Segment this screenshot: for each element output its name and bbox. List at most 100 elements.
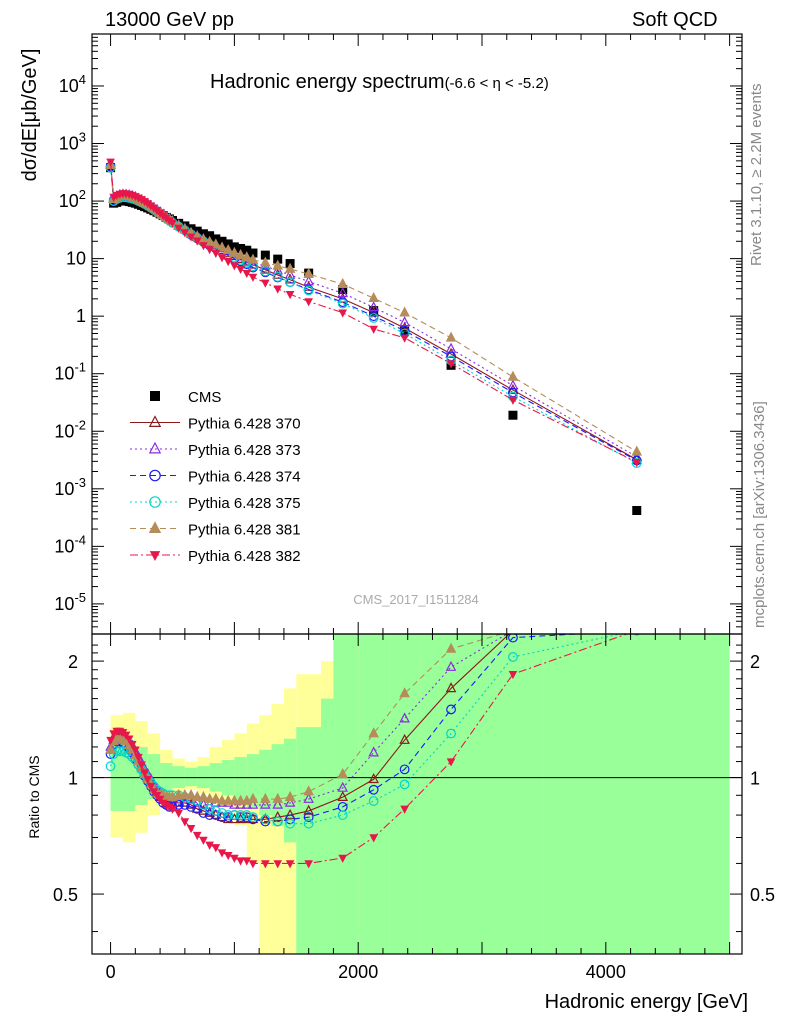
legend-marker-6 (149, 551, 161, 561)
main-point-6-0 (106, 158, 115, 167)
ratio-point-0-42 (507, 634, 519, 635)
ratio-point-1-36 (284, 796, 296, 807)
ratio-point-4-30 (229, 794, 240, 805)
main-point-5-37 (303, 267, 314, 278)
ratio-point-3-26 (204, 803, 215, 814)
legend-label-5: Pythia 6.428 381 (188, 522, 301, 539)
main-point-6-24 (192, 237, 202, 246)
ratio-point-3-29 (223, 810, 234, 820)
ratio-y-tick-label: 2 (68, 652, 78, 672)
main-point-6-38 (338, 309, 348, 318)
main-point-6-34 (261, 279, 270, 288)
ratio-point-1-40 (399, 712, 410, 723)
ratio-point-4-23 (185, 789, 197, 800)
main-point-2-39 (368, 301, 379, 312)
main-y-tick-label: 10-3 (54, 475, 86, 499)
main-point-0-33 (248, 248, 258, 258)
main-point-6-37 (304, 298, 313, 307)
main-point-5-32 (241, 251, 253, 262)
ratio-point-3-38 (337, 810, 348, 820)
main-point-6-31 (236, 265, 245, 274)
ratio-point-4-22 (179, 789, 191, 800)
ratio-point-0-40 (399, 733, 410, 744)
main-point-6-21 (174, 224, 183, 233)
ratio-point-5-11 (140, 769, 149, 778)
legend-label-2: Pythia 6.428 373 (188, 442, 301, 459)
ratio-point-5-23 (186, 824, 196, 834)
ratio-point-5-27 (211, 844, 221, 853)
total_uncertainty-band-21 (482, 634, 544, 954)
main-y-tick-label: 10 (66, 249, 86, 269)
ratio-point-3-28 (217, 808, 227, 818)
main-point-2-42 (507, 379, 519, 390)
ratio-point-4-36 (284, 790, 296, 801)
ratio-point-3-31 (235, 810, 246, 820)
main-point-4-39 (368, 313, 379, 323)
plot-frames (91, 33, 743, 955)
ratio-point-5-29 (223, 851, 233, 861)
total_uncertainty-band-10 (234, 757, 247, 801)
main-point-0-35 (273, 254, 283, 264)
main-point-6-36 (285, 291, 295, 300)
watermark-label: CMS_2017_I1511284 (353, 592, 479, 607)
ratio-point-2-41 (446, 704, 456, 715)
ratio-point-5-24 (192, 831, 202, 841)
ratio-point-2-22 (179, 799, 190, 810)
ratio-point-1-39 (368, 746, 379, 757)
main-point-5-41 (445, 331, 457, 342)
main-y-tick-label: 1 (76, 306, 86, 326)
main-point-0-34 (260, 250, 270, 260)
ratio-point-4-29 (222, 794, 234, 805)
ratio-point-2-36 (285, 814, 295, 825)
legend-marker-0 (150, 391, 160, 401)
ratio-point-5-12 (143, 776, 153, 785)
main-series-6 (106, 158, 642, 468)
main-point-5-38 (337, 277, 349, 288)
ratio-point-4-39 (368, 727, 379, 738)
legend-marker-1 (148, 415, 162, 427)
legend-label-3: Pythia 6.428 374 (188, 469, 301, 486)
ratio-y-tick-label-right: 2 (750, 652, 760, 672)
main-point-5-29 (222, 243, 234, 255)
main-point-4-35 (272, 272, 283, 282)
ratio-y-tick-label-right: 1 (750, 769, 760, 789)
ratio-point-5-10 (137, 761, 146, 770)
ratio-point-5-28 (217, 849, 227, 858)
main-point-6-20 (168, 219, 177, 228)
main-series-0 (106, 163, 642, 515)
ratio-point-5-20 (168, 805, 177, 814)
ratio-point-5-39 (369, 834, 378, 843)
main-point-0-28 (217, 236, 227, 246)
ratio-point-4-35 (272, 792, 284, 803)
header-process: 13000 GeV pp (105, 9, 234, 31)
main-point-4-36 (285, 277, 295, 288)
x-tick-label: 4000 (586, 962, 626, 982)
main-point-5-27 (210, 238, 222, 249)
ratio-point-3-39 (368, 796, 379, 806)
ratio-point-2-40 (399, 764, 410, 775)
ratio-point-2-37 (303, 812, 314, 823)
ratio-point-4-21 (173, 789, 184, 800)
x-tick-label: 2000 (338, 962, 378, 982)
main-point-4-37 (303, 285, 314, 296)
main-point-5-26 (204, 235, 215, 246)
ratio-point-4-43 (631, 634, 643, 635)
ratio-point-3-40 (399, 779, 410, 790)
x-axis-label: Hadronic energy [GeV] (545, 991, 748, 1013)
legend-marker-3 (149, 469, 161, 482)
ratio-point-4-28 (216, 794, 228, 805)
ratio-point-2-23 (186, 801, 196, 812)
legend-label-1: Pythia 6.428 370 (188, 416, 301, 433)
ratio-point-4-27 (210, 792, 222, 803)
main-point-5-43 (631, 445, 643, 456)
main-title: Hadronic energy spectrum(-6.6 < η < -5.2… (210, 71, 549, 93)
header-category: Soft QCD (632, 9, 718, 31)
main-point-5-39 (368, 291, 379, 303)
x-tick-label: 0 (106, 962, 116, 982)
ratio-point-3-42 (508, 652, 518, 662)
ratio-point-5-34 (261, 860, 270, 869)
ratio-point-5-41 (446, 758, 456, 767)
legend-marker-2 (148, 441, 162, 454)
ratio-point-1-38 (337, 781, 349, 792)
